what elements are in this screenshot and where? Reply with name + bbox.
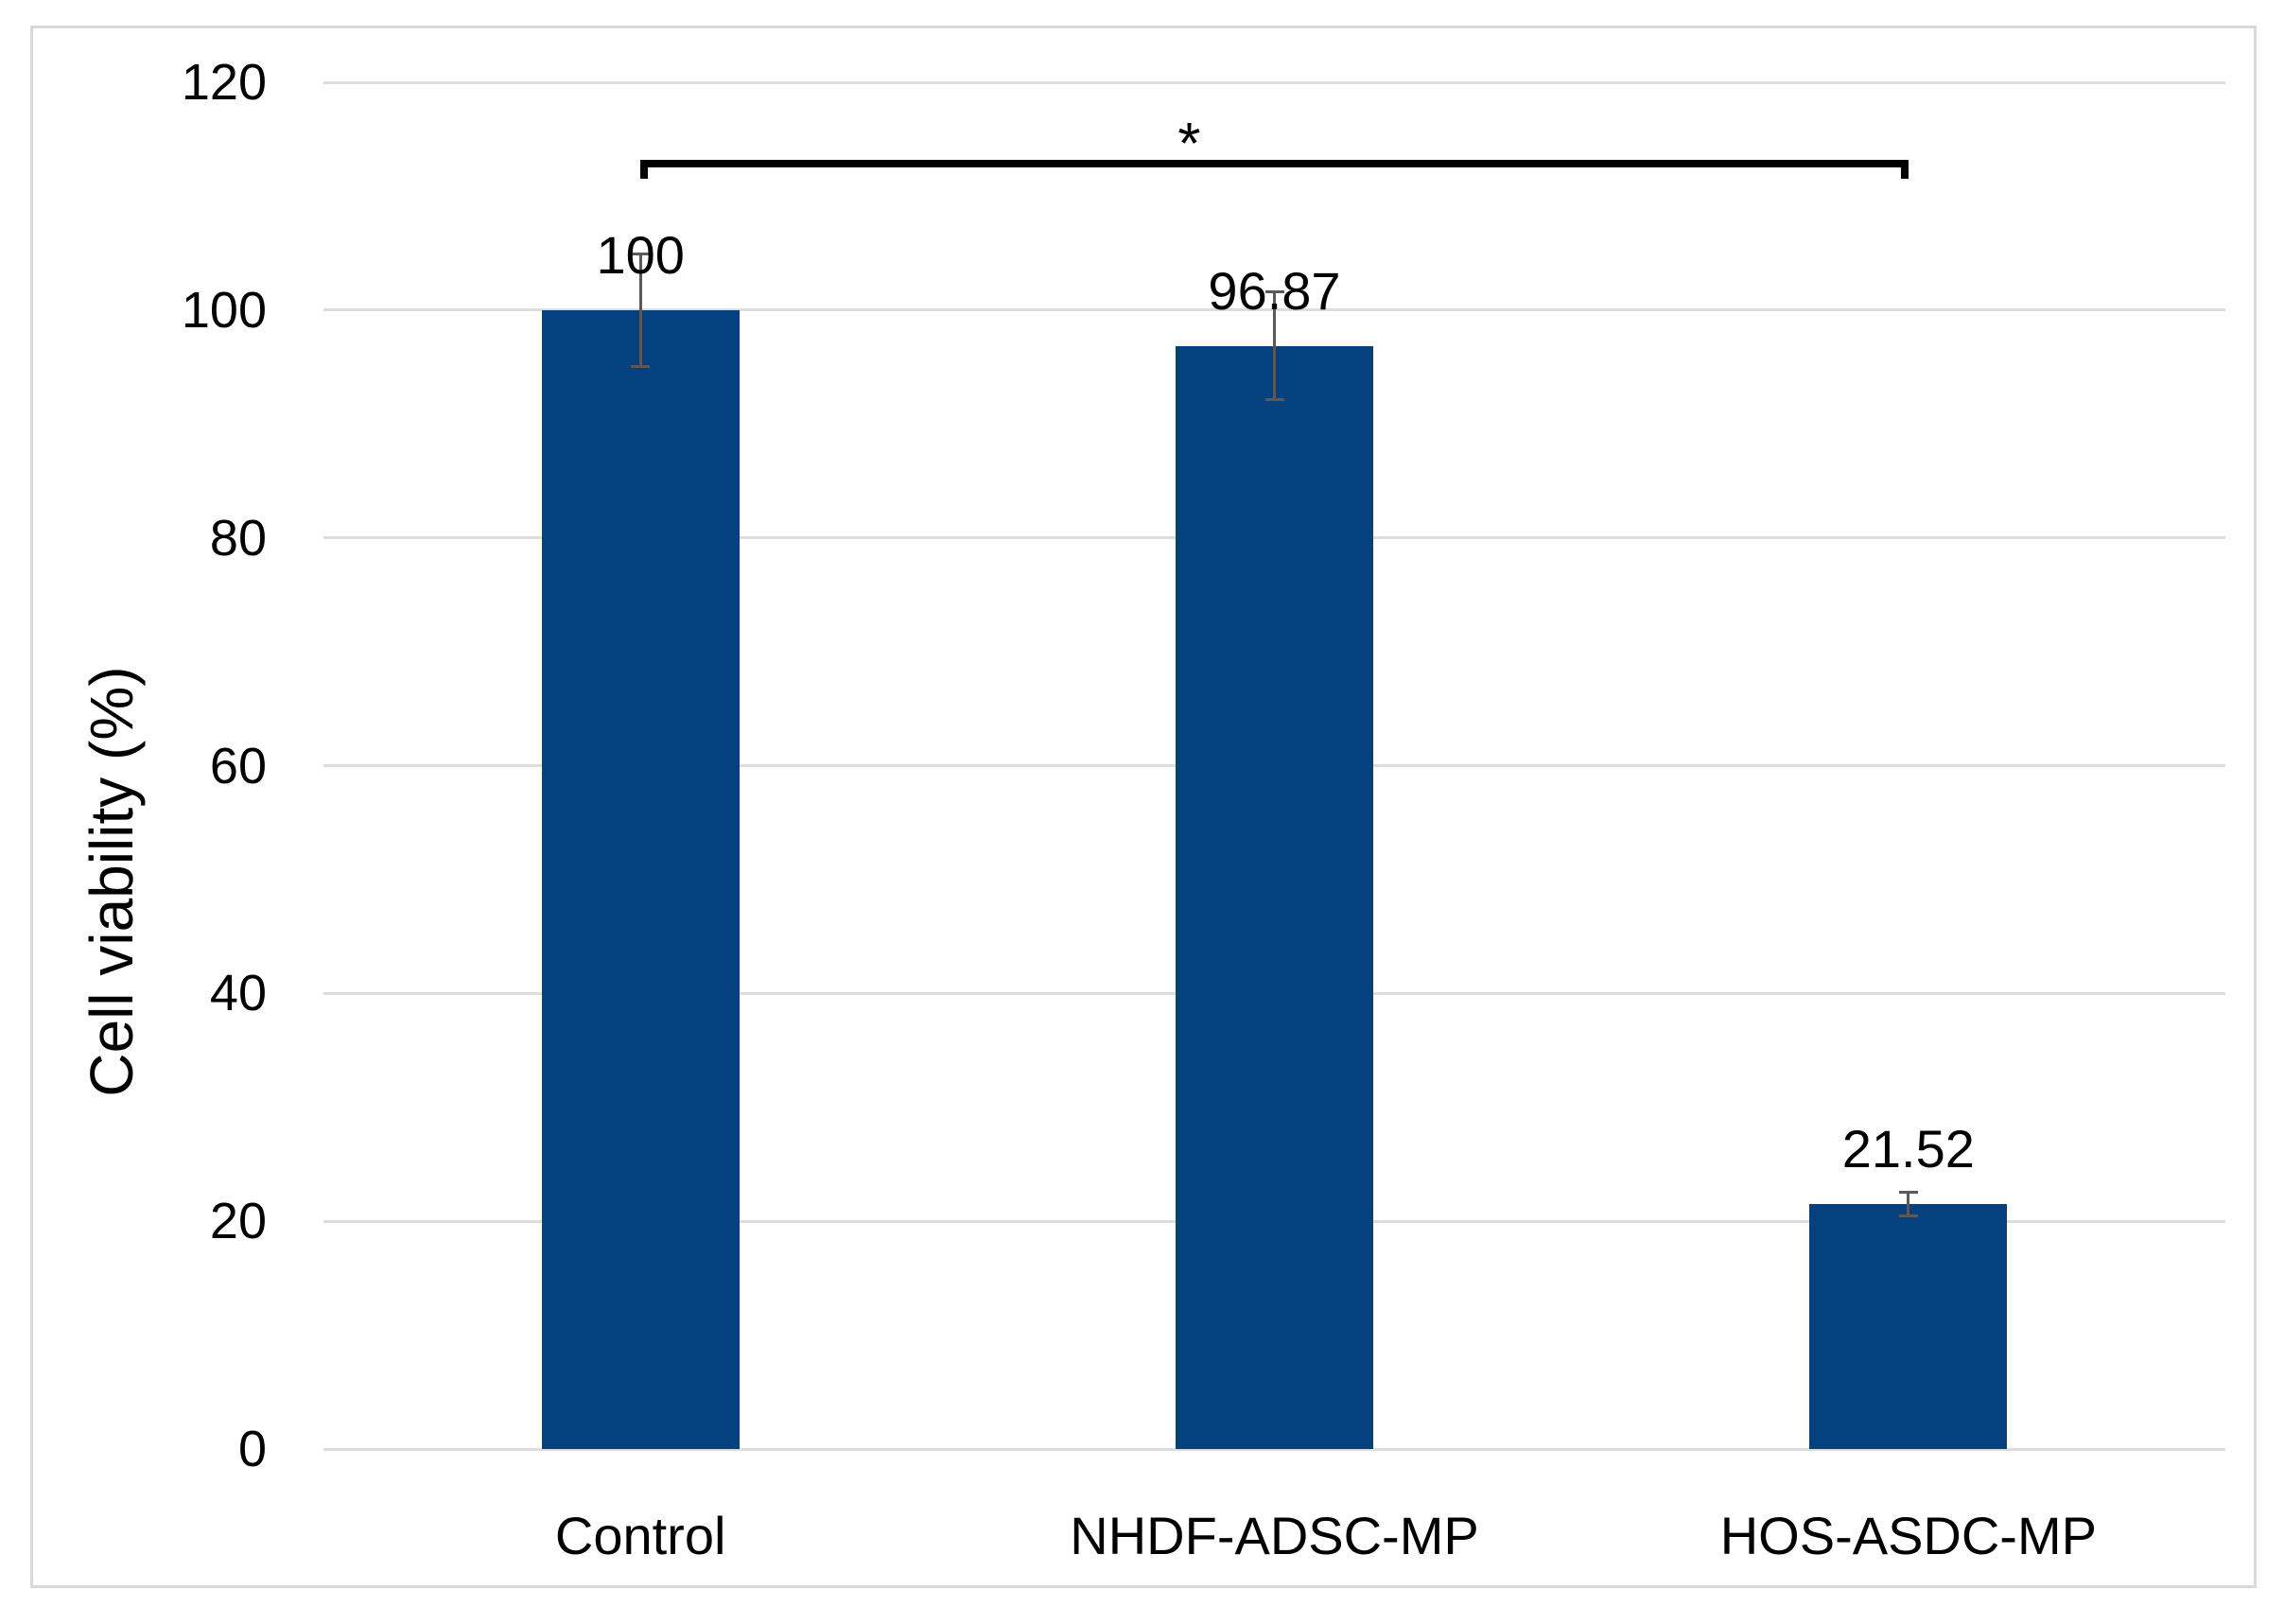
y-tick-label: 0 — [237, 1421, 267, 1477]
chart-border-frame — [30, 26, 2257, 1588]
category-label-control: Control — [554, 1506, 726, 1565]
significance-bracket-tick-left — [640, 160, 649, 179]
error-bar-cap-bottom — [1264, 398, 1284, 402]
error-bar-cap-bottom — [1898, 1214, 1918, 1218]
bar-control — [541, 309, 740, 1449]
error-bar-cap-top — [631, 252, 651, 255]
gridline-y0 — [323, 1447, 2225, 1451]
gridline-y120 — [323, 80, 2225, 84]
data-label-control: 100 — [596, 224, 685, 285]
y-tick-label: 80 — [209, 509, 267, 567]
bar-hos-asdc-mp — [1809, 1203, 2008, 1449]
significance-bracket-line — [640, 160, 1909, 167]
error-bar-cap-bottom — [631, 365, 651, 369]
error-bar-cap-top — [1898, 1190, 1918, 1194]
category-label-nhdf-adsc-mp: NHDF-ADSC-MP — [1070, 1506, 1479, 1565]
significance-asterisk: * — [1177, 112, 1201, 177]
error-bar-cap-top — [1264, 289, 1284, 293]
bar-nhdf-adsc-mp — [1176, 345, 1373, 1449]
error-bar-nhdf-adsc-mp — [1273, 290, 1276, 401]
y-tick-label: 20 — [209, 1193, 267, 1250]
data-label-hos-asdc-mp: 21.52 — [1841, 1118, 1975, 1179]
y-tick-label: 120 — [181, 54, 267, 111]
y-tick-label: 40 — [209, 965, 267, 1022]
data-label-nhdf-adsc-mp: 96.87 — [1208, 260, 1341, 321]
error-bar-hos-asdc-mp — [1907, 1191, 1910, 1217]
y-tick-label: 100 — [181, 281, 267, 339]
category-label-hos-asdc-mp: HOS-ASDC-MP — [1719, 1506, 2097, 1565]
y-tick-label: 60 — [209, 737, 267, 795]
error-bar-control — [638, 253, 642, 368]
significance-bracket-tick-right — [1900, 160, 1909, 179]
y-axis-title: Cell viability (%) — [78, 666, 146, 1097]
